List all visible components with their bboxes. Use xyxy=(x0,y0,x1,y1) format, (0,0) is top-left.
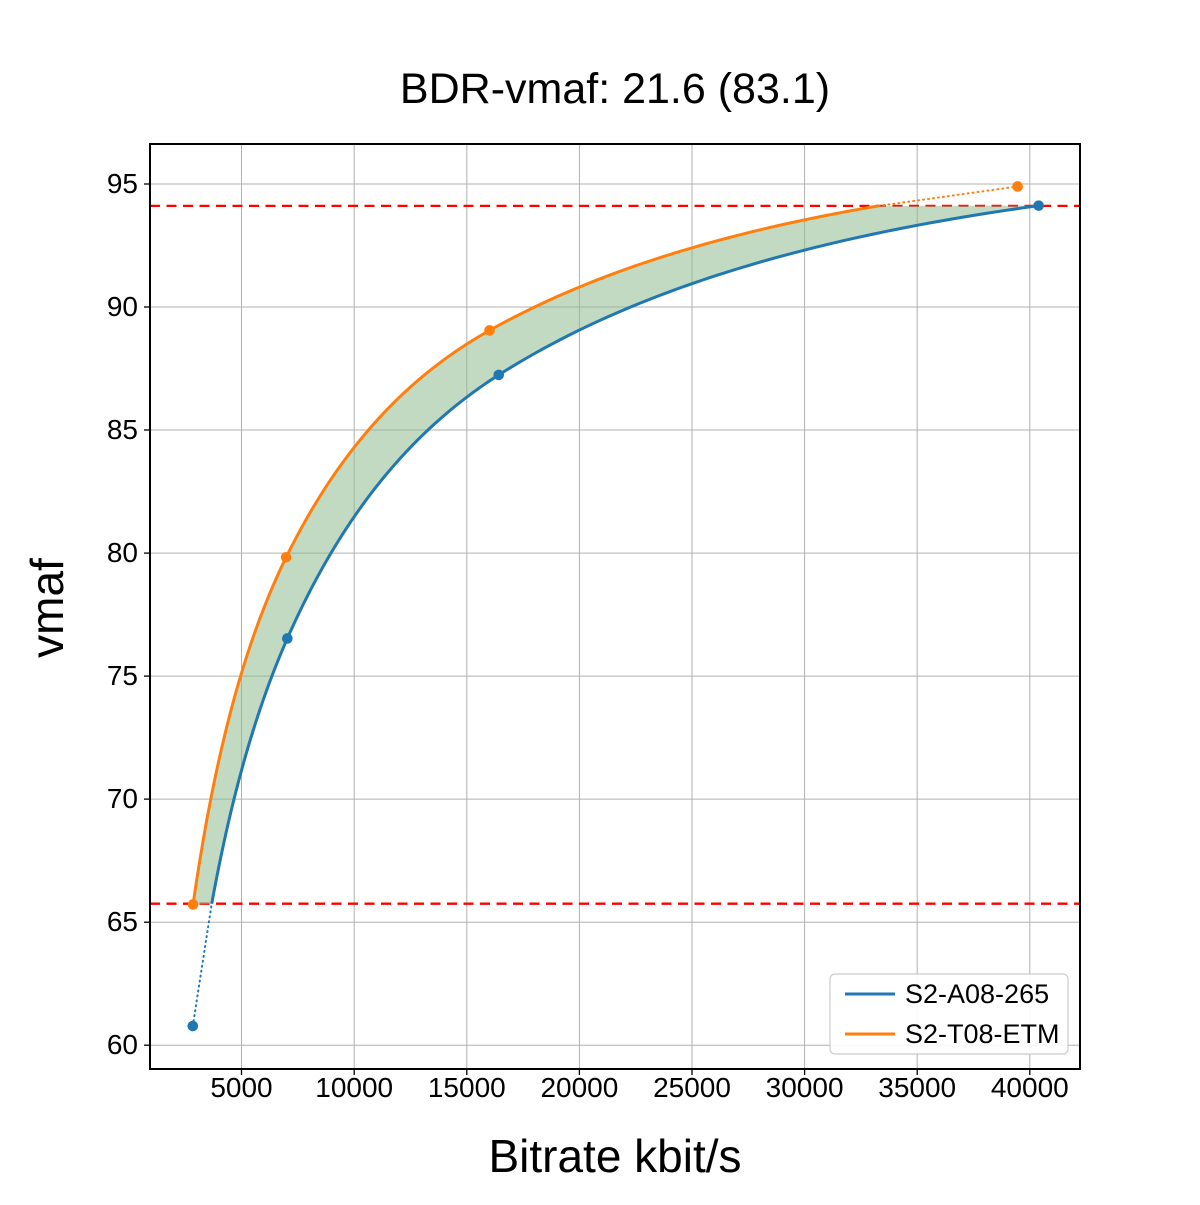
svg-text:Bitrate kbit/s: Bitrate kbit/s xyxy=(488,1130,741,1182)
svg-text:85: 85 xyxy=(107,414,138,445)
svg-text:10000: 10000 xyxy=(315,1072,393,1103)
svg-text:BDR-vmaf: 21.6 (83.1): BDR-vmaf: 21.6 (83.1) xyxy=(400,65,830,113)
svg-text:25000: 25000 xyxy=(653,1072,731,1103)
svg-text:60: 60 xyxy=(107,1029,138,1060)
svg-text:80: 80 xyxy=(107,537,138,568)
svg-text:30000: 30000 xyxy=(766,1072,844,1103)
svg-text:90: 90 xyxy=(107,291,138,322)
svg-text:5000: 5000 xyxy=(210,1072,272,1103)
svg-text:95: 95 xyxy=(107,168,138,199)
svg-text:20000: 20000 xyxy=(540,1072,618,1103)
svg-text:S2-T08-ETM: S2-T08-ETM xyxy=(905,1019,1060,1049)
svg-text:35000: 35000 xyxy=(878,1072,956,1103)
svg-text:S2-A08-265: S2-A08-265 xyxy=(905,979,1049,1009)
svg-text:70: 70 xyxy=(107,783,138,814)
svg-text:75: 75 xyxy=(107,660,138,691)
svg-text:65: 65 xyxy=(107,906,138,937)
svg-text:40000: 40000 xyxy=(991,1072,1069,1103)
svg-text:15000: 15000 xyxy=(428,1072,506,1103)
svg-text:vmaf: vmaf xyxy=(21,558,73,658)
